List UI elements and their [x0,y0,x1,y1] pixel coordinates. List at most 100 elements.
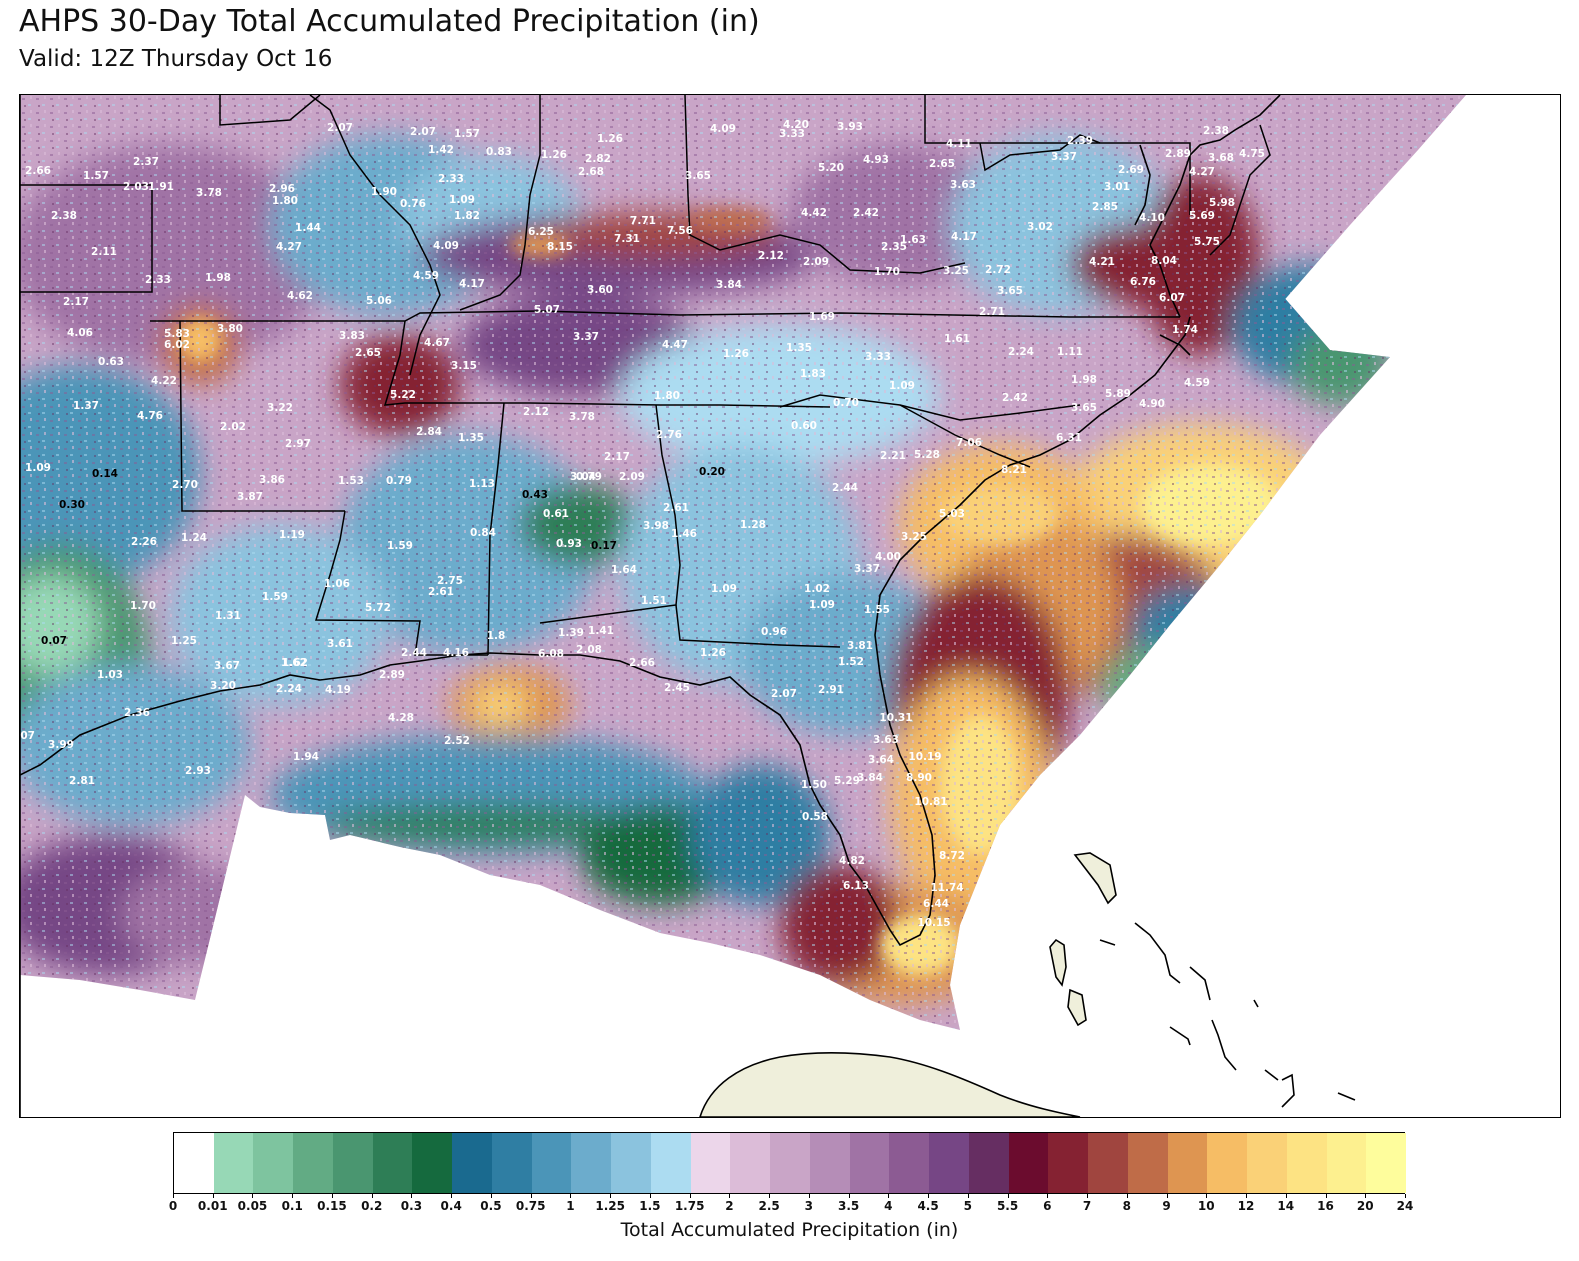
colorbar-tick-label: 0.15 [317,1199,347,1213]
station-value: 6.25 [528,226,554,238]
station-value: 4.90 [1139,398,1165,410]
colorbar-tickmark [1405,1194,1406,1198]
station-value: 3.20 [210,680,236,692]
station-value: 2.17 [63,296,89,308]
colorbar-tickmark [331,1194,333,1198]
station-value: 2.72 [985,264,1011,276]
station-value: 2.08 [576,644,602,656]
station-value: 3.02 [1027,221,1053,233]
station-value: 2.37 [133,156,159,168]
station-value: 3.84 [857,772,883,784]
station-value: 2.42 [1002,392,1028,404]
colorbar-tickmark [1126,1194,1128,1198]
station-value: 2.61 [663,502,689,514]
station-value: 0.61 [543,508,569,520]
colorbar-tick-label: 2.5 [758,1199,780,1213]
colorbar-tickmark [610,1194,612,1198]
station-value: 3.93 [837,121,863,133]
station-value: 2.12 [523,406,549,418]
colorbar-tick-label: 5.5 [996,1199,1019,1213]
station-value: 3.01 [1104,181,1130,193]
precipitation-map: 2.07 2.07 1.57 4.09 4.20 3.93 3.33 1.26 4.11 2.39… [19,94,1561,1118]
station-value: 2.33 [438,173,464,185]
station-value: 1.52 [838,656,864,668]
colorbar-tick-label: 2 [725,1199,734,1213]
station-value: 1.59 [262,591,288,603]
station-value: 2.38 [1203,125,1229,137]
colorbar-tick-label: 9 [1162,1199,1171,1213]
station-value: 0.84 [470,527,496,539]
colorbar-swatch [889,1133,930,1193]
station-value: 2.81 [69,775,95,787]
station-value: 1.09 [449,194,475,206]
station-value: 5.98 [1209,197,1235,209]
station-value: 8.90 [906,772,932,784]
station-value: 4.93 [863,154,889,166]
colorbar-tick-label: 10 [1197,1199,1215,1213]
colorbar-tickmark [1206,1194,1208,1198]
station-value: 2.71 [979,306,1005,318]
station-value: 1.09 [809,599,835,611]
station-value: 5.28 [914,449,940,461]
station-value: 6.44 [923,898,949,910]
station-value: 2.61 [428,586,454,598]
station-value: 3.60 [587,284,613,296]
station-value: 2.21 [880,450,906,462]
station-value: 0.63 [98,356,124,368]
station-value: 4.20 [783,119,809,131]
colorbar-swatch [1366,1133,1407,1193]
station-value: 8.04 [1151,255,1177,267]
station-value: 3.78 [196,187,222,199]
colorbar-tick-label: 4.5 [917,1199,939,1213]
station-value: 3.25 [901,531,927,543]
station-value: 1.74 [1172,324,1198,336]
station-value: 7.06 [956,437,982,449]
station-value: 1.35 [786,342,812,354]
colorbar-tick-label: 14 [1277,1199,1295,1213]
station-value: 1.80 [272,195,298,207]
station-value: 7.56 [667,225,693,237]
colorbar-tickmark [888,1194,890,1198]
station-value: 8.72 [939,850,965,862]
colorbar-tickmark [928,1194,930,1198]
station-value: 0.30 [59,499,85,511]
station-value: 2.38 [51,210,77,222]
station-value: 0.79 [386,475,412,487]
station-value: 0.93 [556,538,582,550]
station-value: 1.19 [279,529,305,541]
station-value: 4.06 [67,327,93,339]
station-value: 1.42 [428,144,454,156]
colorbar-swatch [491,1133,533,1193]
station-value: 2.66 [25,165,51,177]
station-value: 1.69 [809,311,835,323]
colorbar-tickmark [371,1194,373,1198]
station-value: 2.65 [929,158,955,170]
station-value: 2.39 [1067,135,1093,147]
station-value: 1.28 [740,519,766,531]
station-value: 0.60 [791,420,817,432]
station-value: 2.69 [1118,164,1144,176]
station-value: 5.20 [818,162,844,174]
colorbar-tick-label: 0.5 [480,1199,502,1213]
station-value: 2.02 [220,421,246,433]
colorbar-tick-label: 0.2 [361,1199,383,1213]
colorbar-swatch [690,1133,731,1193]
station-value: 1.57 [83,170,109,182]
station-value: 1.55 [864,604,890,616]
station-value: 2.11 [91,246,117,258]
colorbar-tick-label: 0.01 [197,1199,228,1213]
station-value: 1.03 [97,669,123,681]
station-value: 3.37 [854,563,880,575]
station-value: 1.61 [944,333,970,345]
station-value: 3.68 [1208,152,1234,164]
station-value: 4.67 [424,337,450,349]
station-value: 1.31 [215,610,241,622]
station-value: 4.10 [1139,212,1165,224]
station-value: 1.51 [641,595,667,607]
colorbar-tick-label: 20 [1356,1199,1374,1213]
station-value: 3.65 [685,170,711,182]
station-value: 1.39 [558,627,584,639]
station-value: 0.07 [20,730,35,742]
station-value: 0.70 [833,397,859,409]
colorbar-tickmark [212,1194,214,1198]
